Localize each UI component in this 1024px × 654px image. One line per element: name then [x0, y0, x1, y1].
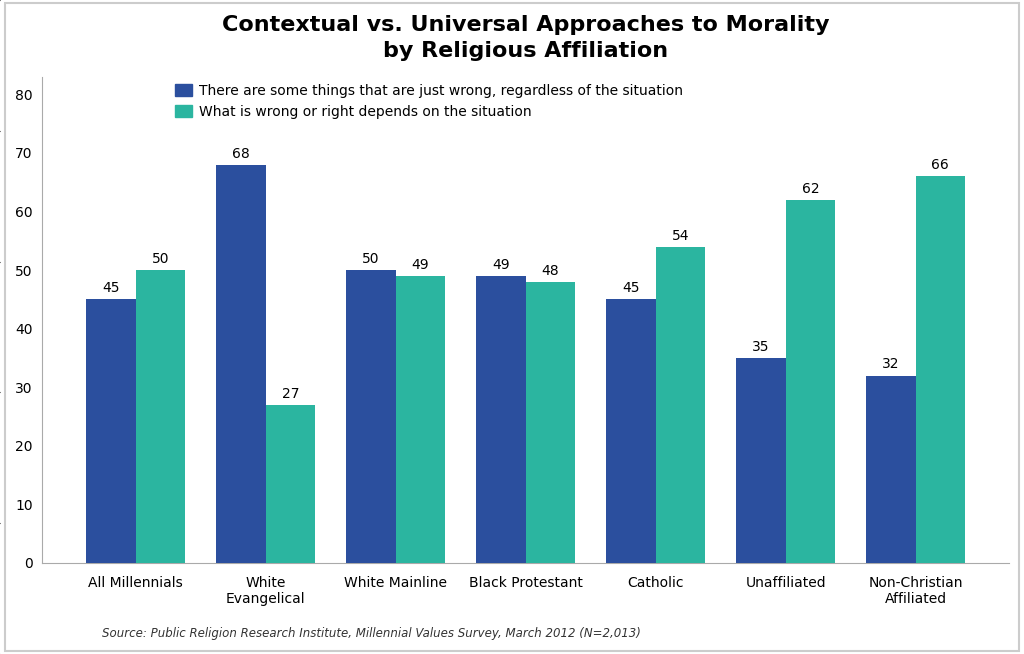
Bar: [525, 282, 575, 563]
Text: 54: 54: [672, 229, 689, 243]
Bar: [476, 276, 525, 563]
Text: Source: Public Religion Research Institute, Millennial Values Survey, March 2012: Source: Public Religion Research Institu…: [102, 627, 641, 640]
Bar: [216, 165, 265, 563]
Text: 35: 35: [753, 340, 770, 354]
Text: 45: 45: [623, 281, 640, 295]
Text: 32: 32: [883, 357, 900, 371]
Bar: [265, 405, 315, 563]
Title: Contextual vs. Universal Approaches to Morality
by Religious Affiliation: Contextual vs. Universal Approaches to M…: [222, 15, 829, 61]
Bar: [395, 276, 445, 563]
Text: 68: 68: [232, 146, 250, 161]
Bar: [655, 247, 706, 563]
Text: 62: 62: [802, 182, 819, 196]
Text: 50: 50: [362, 252, 380, 266]
Bar: [606, 300, 655, 563]
Bar: [785, 200, 835, 563]
Bar: [86, 300, 136, 563]
Text: 45: 45: [102, 281, 120, 295]
Text: 27: 27: [282, 387, 299, 401]
Text: 50: 50: [152, 252, 169, 266]
Bar: [136, 270, 185, 563]
Text: 49: 49: [412, 258, 429, 272]
Text: 48: 48: [542, 264, 559, 278]
Text: 49: 49: [493, 258, 510, 272]
Legend: There are some things that are just wrong, regardless of the situation, What is : There are some things that are just wron…: [175, 84, 683, 119]
Bar: [346, 270, 395, 563]
Text: 66: 66: [932, 158, 949, 172]
Bar: [736, 358, 785, 563]
Bar: [915, 177, 965, 563]
Bar: [866, 375, 915, 563]
